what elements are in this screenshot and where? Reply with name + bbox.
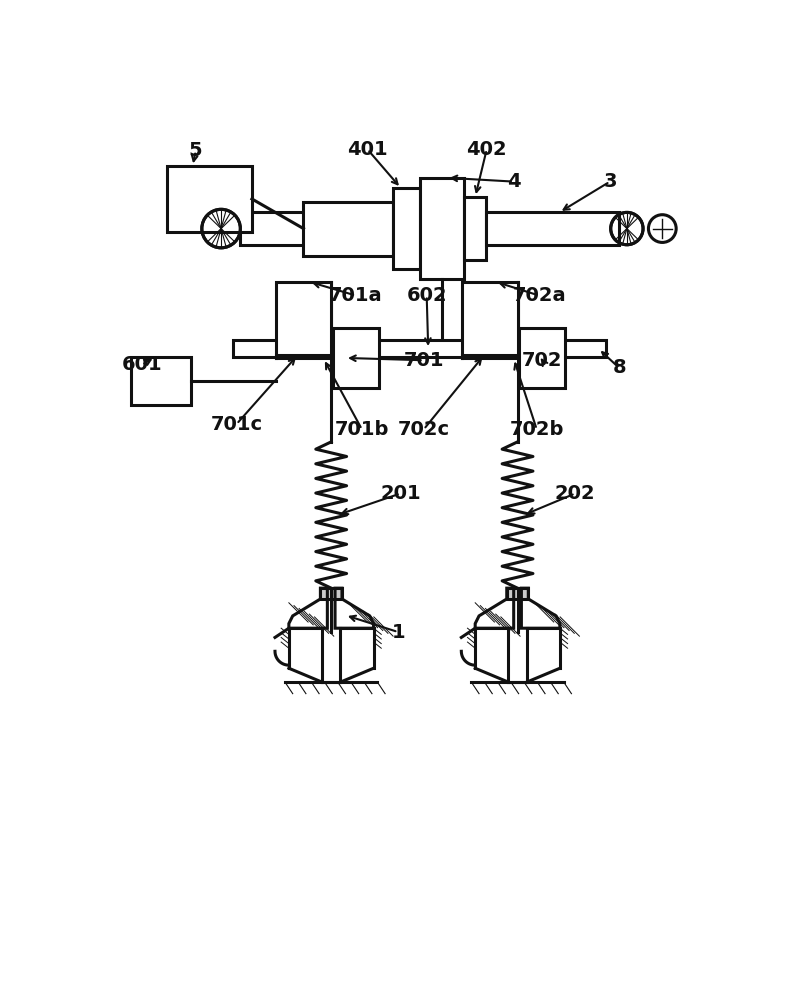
Bar [303, 202, 393, 256]
Text: 4: 4 [507, 172, 520, 191]
Bar [519, 328, 565, 388]
Text: 5: 5 [189, 141, 203, 160]
Bar [486, 212, 619, 245]
Text: 702: 702 [522, 351, 563, 370]
Bar [420, 178, 464, 279]
Bar [507, 588, 528, 599]
Text: 8: 8 [612, 358, 626, 377]
Bar [276, 282, 331, 355]
Text: 701c: 701c [211, 415, 263, 434]
Bar [333, 328, 379, 388]
Text: 402: 402 [467, 140, 507, 159]
Text: 702b: 702b [510, 420, 564, 439]
Text: 702a: 702a [512, 286, 566, 305]
Bar [464, 197, 486, 260]
Bar [240, 212, 393, 245]
Text: 702c: 702c [397, 420, 449, 439]
Bar [168, 166, 252, 232]
Text: 1: 1 [391, 623, 405, 642]
Bar [233, 340, 606, 357]
Text: 602: 602 [406, 286, 447, 305]
Text: 601: 601 [121, 355, 162, 374]
Bar [462, 282, 518, 355]
Bar [393, 188, 420, 269]
Text: 202: 202 [555, 484, 595, 503]
Bar [131, 357, 191, 405]
Text: 201: 201 [380, 484, 421, 503]
Text: 3: 3 [603, 172, 617, 191]
Text: 701: 701 [403, 351, 444, 370]
Bar [321, 588, 342, 599]
Text: 401: 401 [347, 140, 388, 159]
Text: 701a: 701a [329, 286, 383, 305]
Text: 701b: 701b [335, 420, 389, 439]
